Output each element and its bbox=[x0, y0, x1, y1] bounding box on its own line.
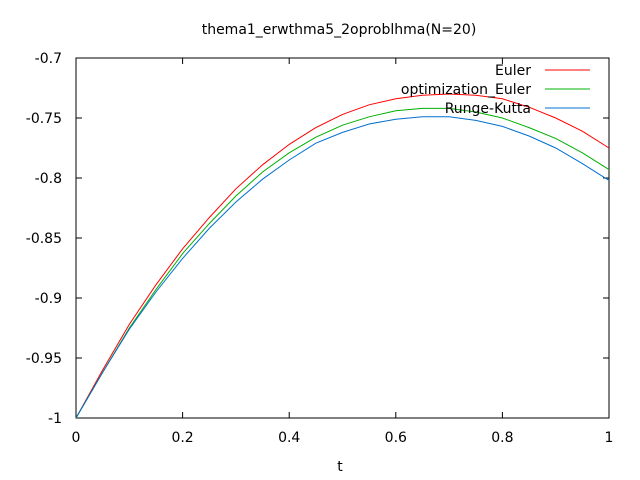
series-line-runge-kutta bbox=[75, 116, 610, 419]
x-tick-label: 0.8 bbox=[491, 430, 513, 446]
x-tick-label: 0.2 bbox=[171, 430, 193, 446]
y-tick-label: -0.85 bbox=[26, 231, 62, 247]
series-line-euler bbox=[75, 93, 610, 419]
y-tick-label: -0.7 bbox=[35, 51, 62, 67]
x-tick-label: 1 bbox=[605, 430, 614, 446]
y-tick-label: -0.75 bbox=[26, 111, 62, 127]
series-line-optimization-euler bbox=[75, 107, 610, 419]
x-tick-label: 0 bbox=[72, 430, 81, 446]
x-tick-label: 0.4 bbox=[278, 430, 300, 446]
series-lines bbox=[75, 93, 610, 419]
x-tick-label: 0.6 bbox=[385, 430, 407, 446]
axis-ticks: 0 0.2 0.4 0.6 0.8 1 -1 -0.95 -0.9 -0.85 -0.8 -0.75 -… bbox=[26, 51, 614, 446]
legend-label-euler: Euler bbox=[495, 63, 531, 79]
chart-title: thema1_erwthma5_2oproblhma(N=20) bbox=[202, 22, 477, 38]
y-tick-label: -0.95 bbox=[26, 351, 62, 367]
legend: Euler optimization_Euler Runge-Kutta bbox=[401, 63, 590, 117]
y-tick-label: -0.8 bbox=[35, 171, 62, 187]
y-tick-label: -1 bbox=[48, 411, 62, 427]
y-tick-label: -0.9 bbox=[35, 291, 62, 307]
x-axis-label: t bbox=[337, 459, 343, 475]
legend-label-optimization-euler: optimization_Euler bbox=[401, 82, 531, 98]
legend-label-runge-kutta: Runge-Kutta bbox=[445, 101, 531, 117]
